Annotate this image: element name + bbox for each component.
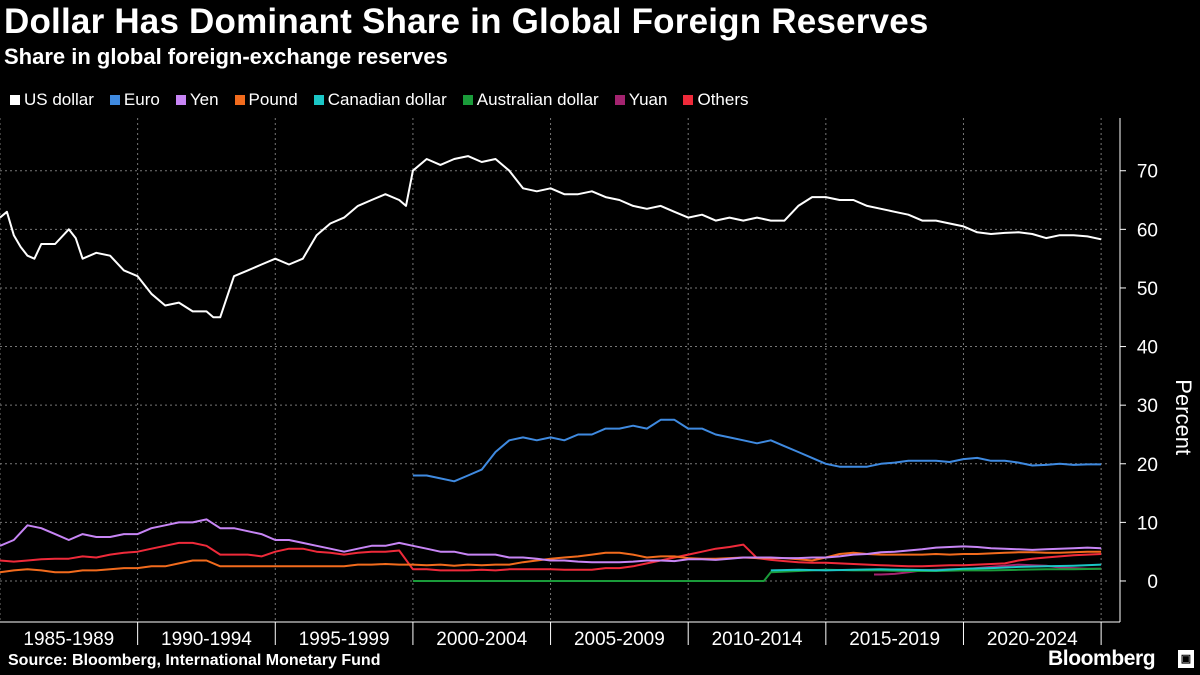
legend-label: Australian dollar bbox=[476, 90, 599, 109]
series-line-australian-dollar bbox=[412, 567, 1102, 582]
legend-label: Pound bbox=[248, 90, 298, 109]
chart-title: Dollar Has Dominant Share in Global Fore… bbox=[4, 2, 929, 41]
x-tick-label: 1990-1994 bbox=[161, 629, 252, 645]
legend-item: Yuan bbox=[614, 90, 668, 110]
y-tick-label: 10 bbox=[1137, 513, 1158, 534]
source-note: Source: Bloomberg, International Monetar… bbox=[8, 652, 381, 669]
chart-subtitle: Share in global foreign-exchange reserve… bbox=[4, 44, 448, 69]
x-tick-label: 2020-2024 bbox=[987, 629, 1078, 645]
y-tick-label: 60 bbox=[1137, 220, 1158, 241]
y-tick-label: 50 bbox=[1137, 279, 1158, 300]
terminal-icon: ▣ bbox=[1178, 650, 1194, 668]
legend-swatch bbox=[462, 95, 473, 105]
legend-item: Yen bbox=[175, 90, 219, 110]
legend-label: Yuan bbox=[628, 90, 668, 109]
series-line-euro bbox=[412, 418, 1102, 483]
legend-label: Canadian dollar bbox=[327, 90, 447, 109]
x-tick-label: 2005-2009 bbox=[574, 629, 665, 645]
series-line-yen bbox=[0, 518, 1102, 564]
legend-swatch bbox=[313, 95, 324, 105]
x-tick-label: 1985-1989 bbox=[23, 629, 114, 645]
x-tick-label: 1995-1999 bbox=[299, 629, 390, 645]
legend-item: Others bbox=[683, 90, 749, 110]
y-tick-label: 40 bbox=[1137, 338, 1158, 359]
y-tick-label: 20 bbox=[1137, 455, 1158, 476]
legend-swatch bbox=[683, 95, 694, 105]
legend-swatch bbox=[109, 95, 120, 105]
legend-label: US dollar bbox=[24, 90, 94, 109]
legend-swatch bbox=[234, 95, 245, 105]
x-tick-label: 2000-2004 bbox=[436, 629, 527, 645]
legend-swatch bbox=[175, 95, 186, 105]
series-line-others bbox=[0, 541, 1102, 572]
legend-label: Yen bbox=[189, 90, 219, 109]
chart-area: 0 10 20 30 40 50 60 70 Percent 1985-1989 1990-1994… bbox=[0, 118, 1196, 645]
y-tick-label: 70 bbox=[1137, 162, 1158, 183]
legend-item: Australian dollar bbox=[462, 90, 599, 110]
x-tick-label: 2010-2014 bbox=[712, 629, 803, 645]
brand-logo: Bloomberg bbox=[1048, 647, 1156, 670]
legend-label: Euro bbox=[123, 90, 160, 109]
y-axis-title: Percent bbox=[1171, 379, 1196, 455]
legend-label: Others bbox=[697, 90, 749, 109]
legend-item: Pound bbox=[234, 90, 298, 110]
y-tick-label: 0 bbox=[1147, 572, 1158, 593]
x-tick-label: 2015-2019 bbox=[849, 629, 940, 645]
series-line-pound bbox=[0, 550, 1102, 574]
series-line-us-dollar bbox=[0, 155, 1102, 319]
series-line-canadian-dollar bbox=[770, 563, 1102, 572]
legend-item: US dollar bbox=[10, 90, 94, 110]
legend-swatch bbox=[614, 95, 625, 105]
legend-item: Euro bbox=[109, 90, 160, 110]
legend-item: Canadian dollar bbox=[313, 90, 447, 110]
y-tick-label: 30 bbox=[1137, 396, 1158, 417]
legend-swatch bbox=[10, 95, 20, 105]
legend: US dollar Euro Yen Pound Canadian dollar Aust… bbox=[10, 90, 765, 110]
